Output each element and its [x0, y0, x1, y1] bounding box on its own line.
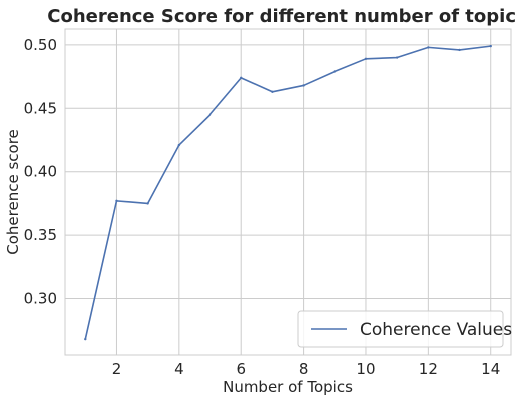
y-tick-label: 0.35	[24, 226, 57, 244]
series-line	[84, 45, 492, 340]
data-point	[458, 48, 461, 52]
data-point	[84, 337, 87, 341]
x-tick-label: 4	[174, 360, 184, 378]
legend-box	[297, 310, 504, 348]
x-tick-label: 12	[419, 360, 438, 378]
x-tick-label: 6	[236, 360, 246, 378]
x-axis-label: Number of Topics	[223, 378, 353, 396]
x-tick-label: 2	[112, 360, 122, 378]
legend: Coherence Values	[297, 310, 512, 348]
data-point	[395, 56, 399, 59]
series-group	[84, 44, 492, 341]
y-tick-label: 0.50	[24, 36, 57, 54]
chart-title: Coherence Score for different number of …	[47, 6, 517, 27]
data-point	[208, 113, 212, 116]
y-tick-label: 0.30	[24, 290, 57, 308]
plot-area	[64, 28, 512, 356]
data-point	[364, 57, 368, 61]
x-tick-label: 14	[481, 360, 500, 378]
x-tick-label: 8	[299, 360, 309, 378]
tick-labels: 2 4 6 8 10 12 14 0.30 0.35 0.40 0.45 0.50	[24, 36, 501, 378]
data-point	[271, 90, 274, 93]
x-tick-label: 10	[356, 360, 375, 378]
data-point	[240, 76, 243, 80]
y-tick-label: 0.40	[24, 163, 57, 181]
data-point	[489, 44, 492, 48]
data-point	[115, 199, 118, 203]
legend-label: Coherence Values	[360, 320, 512, 340]
grid-lines	[65, 29, 511, 355]
data-point	[177, 143, 181, 147]
y-axis-label: Coherence score	[4, 129, 22, 255]
data-point	[427, 46, 430, 49]
data-point	[333, 70, 336, 73]
data-point	[146, 202, 149, 205]
data-point	[302, 84, 305, 87]
y-tick-label: 0.45	[24, 99, 57, 117]
